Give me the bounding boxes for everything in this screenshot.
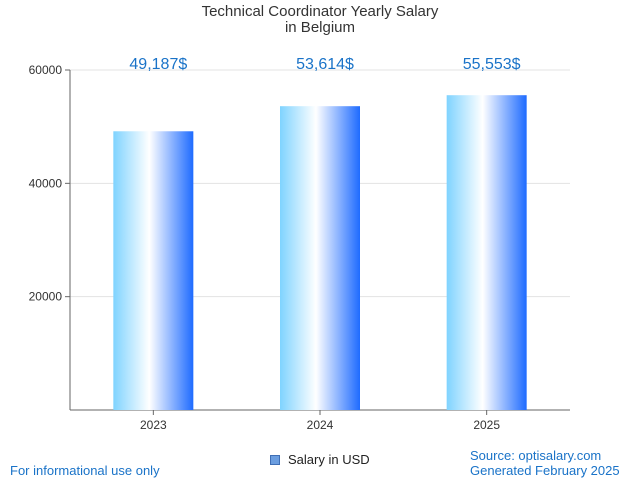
bar <box>113 131 194 410</box>
chart-legend: Salary in USD <box>270 452 370 467</box>
generated-text: Generated February 2025 <box>470 463 620 478</box>
bar <box>446 95 527 410</box>
source-block: Source: optisalary.com Generated Februar… <box>470 448 620 478</box>
y-tick-label: 60000 <box>29 63 63 77</box>
y-tick-label: 20000 <box>29 290 63 304</box>
legend-swatch <box>270 454 280 465</box>
x-tick-label: 2024 <box>307 418 334 432</box>
informational-note: For informational use only <box>10 463 160 478</box>
data-label: 49,187$ <box>129 56 187 73</box>
chart-title: Technical Coordinator Yearly Salary in B… <box>0 4 640 36</box>
bar <box>280 106 360 411</box>
legend-label: Salary in USD <box>288 452 370 467</box>
x-tick-label: 2023 <box>140 418 167 432</box>
chart-title-line-1: Technical Coordinator Yearly Salary <box>201 3 439 20</box>
x-tick-label: 2025 <box>473 418 500 432</box>
data-label: 53,614$ <box>296 56 354 73</box>
chart-title-line-2: in Belgium <box>284 19 356 36</box>
y-tick-label: 40000 <box>29 176 63 190</box>
source-text: Source: optisalary.com <box>470 448 602 463</box>
data-label: 55,553$ <box>463 56 521 73</box>
